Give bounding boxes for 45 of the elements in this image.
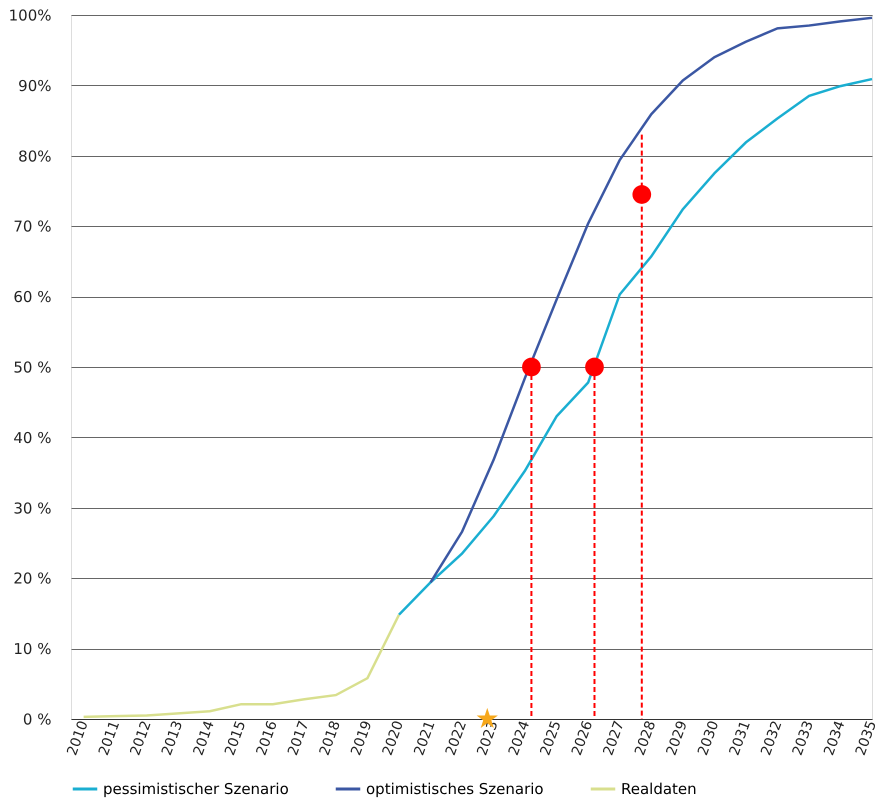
x-tick-label: 2034 [821,718,849,758]
point [585,358,604,376]
legend-label: optimistisches Szenario [366,780,544,798]
line-series [429,16,874,584]
x-tick-label: 2033 [790,718,817,758]
y-tick-label: 20 % [13,570,52,588]
x-tick-label: 2026 [568,718,596,758]
x-tick-label: 2012 [127,718,155,758]
x-tick-label: 2015 [222,718,250,758]
y-tick-label: 80% [18,147,52,166]
x-tick-label: 2017 [285,718,312,758]
x-tick-label: 2013 [159,718,186,758]
legend-label: pessimistischer Szenario [103,780,289,798]
x-tick-label: 2011 [96,718,124,758]
x-tick-label: 2018 [316,718,344,758]
point [632,185,652,204]
line-series [398,78,874,616]
y-tick-label: 30 % [13,499,52,518]
y-tick-label: 0 % [22,710,52,728]
x-tick-label: 2027 [600,718,628,758]
x-tick-label: 2035 [852,718,880,758]
x-tick-label: 2022 [442,718,470,758]
point [522,358,541,376]
x-tick-label: 2014 [190,718,218,758]
x-tick-label: 2028 [632,718,660,758]
line-series [82,614,400,718]
x-tick-label: 2025 [537,718,565,758]
y-tick-label: 70 % [13,218,52,236]
y-tick-label: 10 % [13,640,52,658]
y-tick-label: 90% [18,76,52,95]
x-tick-label: 2020 [380,718,407,758]
x-tick-label: 2024 [506,718,534,758]
x-tick-label: 2019 [348,718,376,758]
legend-label: Realdaten [621,780,697,798]
y-tick-label: 50 % [13,358,52,376]
y-tick-label: 60 % [13,288,52,306]
x-tick-label: 2030 [695,718,722,758]
x-tick-label: 2029 [664,718,691,758]
x-tick-label: 2010 [64,718,92,758]
x-tick-label: 2031 [726,718,754,758]
x-tick-label: 2032 [758,718,786,758]
y-tick-label: 100% [8,6,52,24]
x-tick-label: 2016 [254,718,281,758]
x-tick-label: 2021 [411,718,439,758]
y-tick-label: 40 % [13,428,52,447]
